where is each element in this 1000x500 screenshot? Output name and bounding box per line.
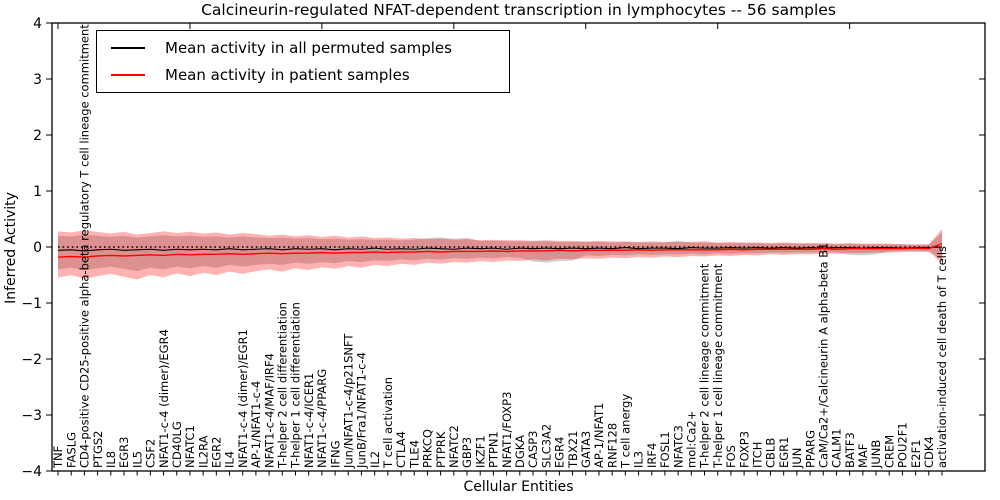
x-tick-label: FOXP3 <box>737 431 751 468</box>
x-tick-label: DGKA <box>513 435 527 468</box>
x-tick-label: MAF <box>856 444 870 468</box>
x-tick-label: TLE4 <box>407 440 421 469</box>
x-tick-label: IKZF1 <box>473 435 487 468</box>
x-tick-label: BATF3 <box>843 432 857 468</box>
x-tick-label: PTPRK <box>434 431 448 468</box>
x-tick-label: AP-1/NFAT1 <box>592 403 606 468</box>
x-tick-label: SLC3A2 <box>539 424 553 468</box>
x-tick-label: T-helper 2 cell lineage commitment <box>698 263 712 469</box>
x-tick-label: NFATC1 <box>183 425 197 468</box>
x-tick-label: PRKCQ <box>421 429 435 468</box>
legend-entry-patient: Mean activity in patient samples <box>103 62 503 88</box>
y-tick-label: −1 <box>21 296 42 312</box>
x-tick-label: activation-induced cell death of T cells <box>935 246 949 468</box>
x-tick-label: FOSL1 <box>658 431 672 468</box>
y-tick-label: 4 <box>33 16 42 32</box>
x-tick-label: NFAT1-c-4 (dimer)/EGR4 <box>157 329 171 468</box>
y-tick-label: −2 <box>21 352 42 368</box>
y-tick-label: 3 <box>33 72 42 88</box>
x-tick-label: IFNG <box>328 440 342 468</box>
x-tick-label: IL5 <box>130 451 144 468</box>
x-tick-label: NFAT1/FOXP3 <box>500 392 514 468</box>
x-tick-label: IL3 <box>632 451 646 468</box>
x-tick-label: CBLB <box>764 438 778 468</box>
x-tick-label: CDK4 <box>922 436 936 468</box>
x-tick-label: CTLA4 <box>394 431 408 468</box>
x-axis-label: Cellular Entities <box>463 479 574 495</box>
x-tick-label: E2F1 <box>909 439 923 468</box>
x-tick-label: T-helper 1 cell lineage commitment <box>711 263 725 469</box>
legend-entry-permuted: Mean activity in all permuted samples <box>103 35 503 61</box>
x-tick-label: EGR1 <box>777 437 791 469</box>
x-tick-label: RNF128 <box>605 423 619 468</box>
x-tick-label: TBX21 <box>566 431 580 469</box>
x-tick-label: Jun/NFAT1-c-4/p21SNFT <box>341 333 355 469</box>
x-tick-label: CASP3 <box>526 431 540 468</box>
x-tick-label: T-helper 2 cell differentiation <box>275 302 289 469</box>
y-tick-label: 2 <box>33 128 42 144</box>
permuted-mean-line <box>57 246 943 252</box>
x-tick-label: NFAT1-c-4/ICER1 <box>302 373 316 468</box>
x-tick-label: CaM/Ca2+/Calcineurin A alpha-beta B1 <box>816 243 830 468</box>
x-tick-label: ITCH <box>750 442 764 468</box>
x-tick-label: IL4 <box>223 451 237 468</box>
x-tick-label: CREM <box>882 435 896 468</box>
x-tick-label: NFAT1-c-4/PPARG <box>315 369 329 468</box>
permuted-line-swatch <box>111 46 145 49</box>
patient-line-swatch <box>111 74 145 77</box>
x-tick-label: GBP3 <box>460 437 474 468</box>
y-tick-label: −4 <box>21 464 42 480</box>
x-tick-label: T cell activation <box>381 377 395 469</box>
x-tick-label: T cell anergy <box>619 394 633 469</box>
x-tick-label: CALM1 <box>830 428 844 468</box>
x-tick-label: PTPN1 <box>487 431 501 468</box>
x-tick-label: EGR2 <box>210 437 224 469</box>
patient-mean-line <box>57 242 943 258</box>
x-tick-label: NFAT1-c-4 (dimer)/EGR1 <box>236 329 250 468</box>
y-tick-label: 0 <box>33 240 42 256</box>
x-tick-label: IRF4 <box>645 443 659 468</box>
x-tick-label: FOS <box>724 445 738 468</box>
x-tick-label: CD4-positive CD25-positive alpha-beta re… <box>78 24 92 468</box>
x-tick-label: GATA3 <box>579 431 593 468</box>
x-tick-label: CD40LG <box>170 421 184 468</box>
x-tick-label: PPARG <box>803 430 817 468</box>
x-tick-label: NFAT1-c-4/MAF/IRF4 <box>262 353 276 468</box>
x-tick-label: POU2F1 <box>896 422 910 468</box>
x-tick-label: JunB/Fra1/NFAT1-c-4 <box>355 352 369 469</box>
x-tick-label: JUNB <box>869 440 883 469</box>
x-tick-label: T-helper 1 cell differentiation <box>289 302 303 469</box>
y-tick-label: −3 <box>21 408 42 424</box>
x-tick-label: IL2RA <box>196 435 210 468</box>
x-tick-label: JUN <box>790 448 804 469</box>
x-tick-label: mol:Ca2+ <box>685 411 699 468</box>
patient-std-band <box>58 229 942 280</box>
x-tick-label: FASLG <box>64 432 78 468</box>
legend-label-patient: Mean activity in patient samples <box>165 66 410 85</box>
x-tick-label: CSF2 <box>144 439 158 468</box>
x-tick-label: TNF <box>51 446 65 469</box>
x-tick-label: EGR3 <box>117 437 131 469</box>
y-tick-label: 1 <box>33 184 42 200</box>
x-tick-label: NFATC3 <box>671 425 685 468</box>
x-tick-label: IL8 <box>104 451 118 468</box>
legend-label-permuted: Mean activity in all permuted samples <box>165 38 452 57</box>
x-tick-label: AP-1/NFAT1-c-4 <box>249 381 263 468</box>
x-tick-label: PTGS2 <box>91 431 105 469</box>
x-tick-label: EGR4 <box>553 437 567 469</box>
x-tick-label: IL2 <box>368 451 382 468</box>
legend-box: Mean activity in all permuted samples Me… <box>96 30 510 93</box>
chart-title: Calcineurin-regulated NFAT-dependent tra… <box>201 1 836 19</box>
x-tick-label: NFATC2 <box>447 425 461 468</box>
